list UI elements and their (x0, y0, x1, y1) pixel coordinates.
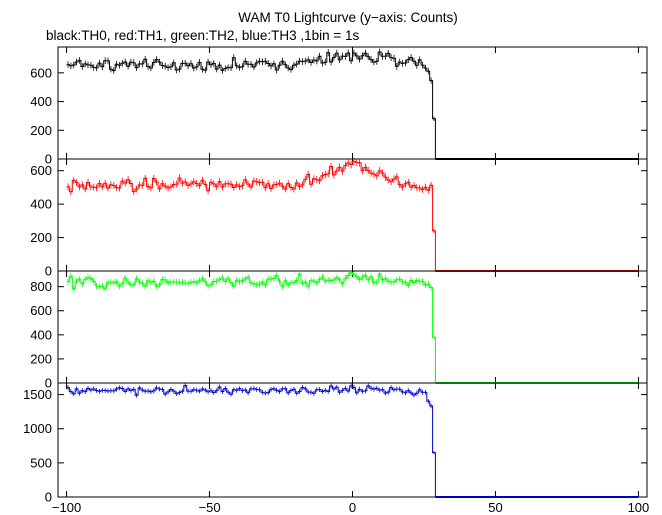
lightcurve-error-bars (67, 157, 435, 234)
y-tick-label: 0 (45, 490, 52, 505)
panel-0: 0 200 400 600 (30, 46, 648, 167)
panel-3: 0 500 1000 1500 (23, 382, 648, 505)
y-tick-label: 600 (30, 303, 52, 318)
y-tick-label: 1000 (23, 421, 52, 436)
x-tick-label: 0 (349, 500, 356, 515)
lightcurve-series-line (66, 272, 639, 384)
lightcurve-series-line (66, 385, 639, 498)
lightcurve-series-line (66, 160, 639, 272)
x-tick-label: −100 (52, 500, 81, 515)
lightcurve-error-bars (67, 383, 435, 455)
y-tick-label: 0 (45, 152, 52, 167)
y-tick-label: 800 (30, 279, 52, 294)
lightcurve-error-bars (67, 48, 435, 121)
y-tick-label: 500 (30, 455, 52, 470)
y-tick-label: 0 (45, 264, 52, 279)
panel-frame (57, 158, 648, 272)
y-tick-label: 200 (30, 230, 52, 245)
lightcurve-series-line (66, 51, 639, 160)
x-tick-label: 100 (628, 500, 650, 515)
chart-subtitle: black:TH0, red:TH1, green:TH2, blue:TH3 … (46, 28, 360, 43)
chart-panels: 0200400600020040060002004006008000500100… (23, 46, 650, 515)
y-tick-label: 200 (30, 351, 52, 366)
y-tick-label: 400 (30, 94, 52, 109)
panel-2: 0 200 400 600 800 (30, 269, 648, 391)
panel-frame (57, 382, 648, 498)
y-tick-label: 600 (30, 65, 52, 80)
y-tick-label: 600 (30, 163, 52, 178)
x-tick-label: −50 (199, 500, 221, 515)
y-tick-label: 400 (30, 327, 52, 342)
x-tick-label: 50 (488, 500, 502, 515)
lightcurve-error-bars (67, 269, 435, 340)
chart-title: WAM T0 Lightcurve (y−axis: Counts) (238, 10, 457, 25)
y-tick-label: 0 (45, 376, 52, 391)
panel-1: 0 200 400 600 (30, 157, 648, 279)
y-tick-label: 200 (30, 123, 52, 138)
y-tick-label: 400 (30, 197, 52, 212)
panel-frame (57, 270, 648, 384)
y-tick-label: 1500 (23, 387, 52, 402)
